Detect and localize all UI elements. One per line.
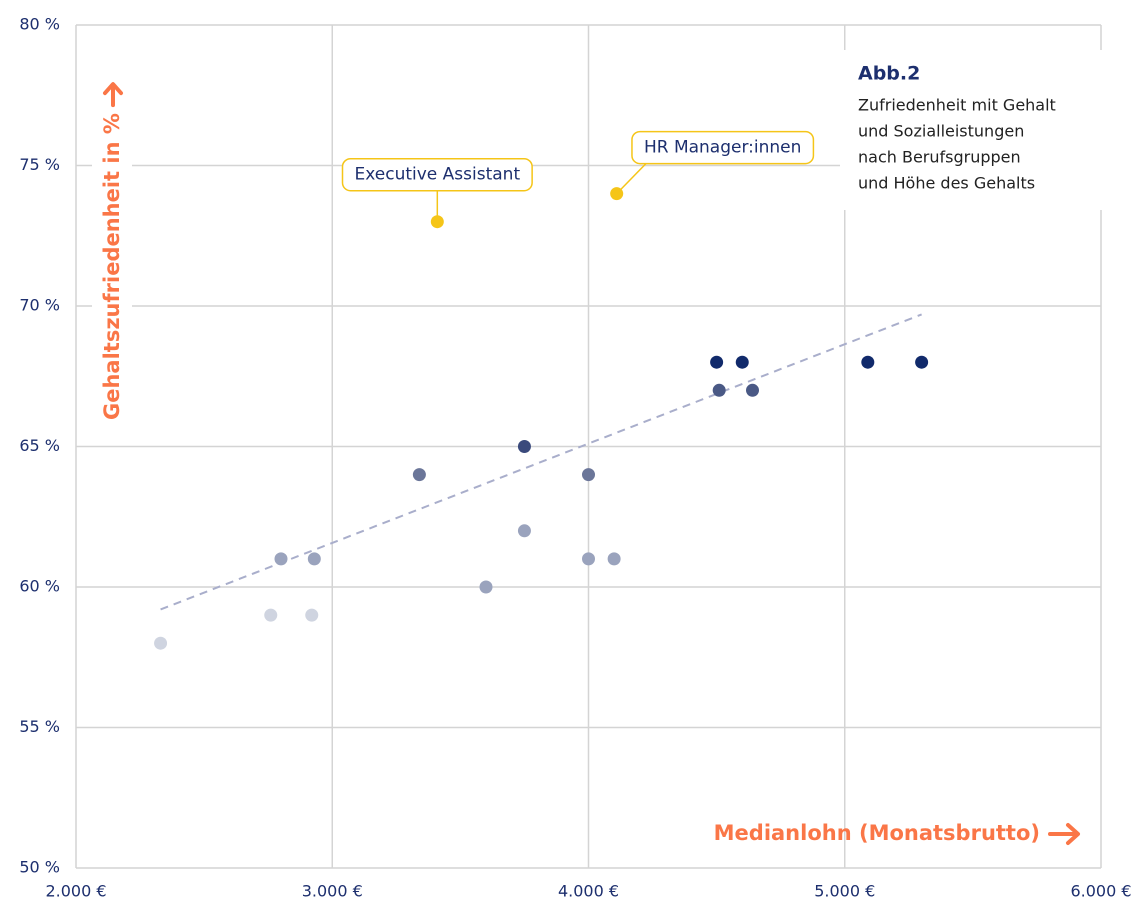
y-axis-title: Gehaltszufriedenheit in % xyxy=(100,82,124,420)
y-axis-label: Gehaltszufriedenheit in % xyxy=(100,113,124,420)
x-tick-label: 2.000 € xyxy=(45,882,106,901)
subtitle: und Sozialleistungen xyxy=(858,122,1024,141)
point xyxy=(517,440,531,453)
annotation-box xyxy=(341,157,533,192)
point xyxy=(307,552,321,566)
y-tick-label: 80 % xyxy=(19,15,60,34)
point xyxy=(517,524,531,538)
subtitle: nach Berufsgruppen xyxy=(858,148,1021,167)
arrow xyxy=(103,82,123,108)
point xyxy=(582,468,595,482)
y-tick-label: 75 % xyxy=(19,155,60,174)
y-tick-label: 50 % xyxy=(19,858,60,877)
point xyxy=(735,355,749,369)
x-tick-label: 5.000 € xyxy=(814,882,875,901)
chart-title: Abb.2 xyxy=(858,63,920,85)
x-tick-label: 3.000 € xyxy=(302,882,363,901)
annotation-label: Executive Assistant xyxy=(355,165,521,185)
subtitle: und Höhe des Gehalts xyxy=(858,174,1035,193)
y-tick-label: 65 % xyxy=(19,436,60,455)
point xyxy=(154,636,168,650)
point xyxy=(274,552,288,566)
text-backdrop xyxy=(840,50,1110,210)
y-tick-label: 55 % xyxy=(19,717,60,736)
annotation-connector xyxy=(616,163,647,195)
point xyxy=(746,383,759,397)
y-tick-label: 70 % xyxy=(19,296,60,315)
point xyxy=(264,608,278,622)
annotation-label: HR Manager:innen xyxy=(644,138,801,158)
point xyxy=(712,383,726,397)
arrow xyxy=(1048,823,1080,845)
annotation-box xyxy=(631,130,815,165)
point xyxy=(915,355,929,369)
x-tick-label: 4.000 € xyxy=(558,882,619,901)
point xyxy=(710,355,724,369)
point xyxy=(305,608,319,622)
y-tick-label: 60 % xyxy=(19,577,60,596)
subtitle: Zufriedenheit mit Gehalt xyxy=(858,96,1056,115)
marks xyxy=(154,187,929,650)
point xyxy=(582,552,595,566)
x-axis-label: Medianlohn (Monatsbrutto) xyxy=(714,821,1040,845)
point xyxy=(607,552,621,566)
point xyxy=(479,580,493,594)
x-tick-label: 6.000 € xyxy=(1070,882,1131,901)
point xyxy=(412,468,426,482)
point xyxy=(861,355,875,369)
trendline xyxy=(160,313,922,611)
